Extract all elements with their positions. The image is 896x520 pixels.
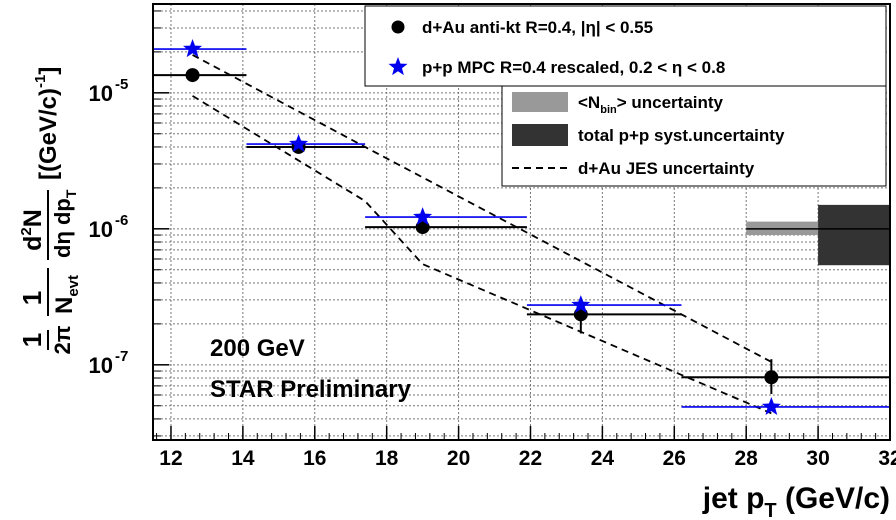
legend-label-jes: d+Au JES uncertainty bbox=[578, 159, 755, 178]
y-axis-title: 1 2π 1 Nevt d2N dη dpT [(GeV/c)-1] bbox=[17, 67, 82, 355]
annotation-energy: 200 GeV bbox=[210, 335, 305, 362]
y-tick-label-base: 10 bbox=[89, 353, 113, 378]
y-tick-label-exponent: -6 bbox=[115, 212, 128, 229]
x-tick-label: 26 bbox=[663, 447, 686, 470]
y-title-t: T bbox=[63, 189, 79, 198]
y-title-unit: [(GeV/c)-1] bbox=[32, 67, 62, 180]
y-title-deta-dpt: dη dpT bbox=[50, 189, 79, 258]
x-tick-label: 22 bbox=[519, 447, 542, 470]
legend-pp-syst-swatch bbox=[512, 124, 568, 146]
legend-label-nbin: <Nbin> uncertainty bbox=[578, 93, 724, 116]
y-tick-label-exponent: -5 bbox=[115, 76, 128, 93]
y-tick-label: 10 bbox=[89, 353, 113, 378]
legend-nbin-swatch bbox=[512, 92, 568, 112]
x-axis-title-sub: T bbox=[764, 500, 776, 520]
legend-nbin-pre: <N bbox=[578, 93, 600, 112]
pp-point bbox=[761, 396, 781, 416]
annotation-star-preliminary: STAR Preliminary bbox=[210, 376, 412, 403]
pp-point bbox=[571, 295, 591, 314]
pp-point bbox=[183, 39, 203, 58]
x-tick-label: 14 bbox=[231, 447, 255, 470]
y-title-one-a: 1 bbox=[17, 333, 47, 347]
y-title-unit-open: [(GeV/c) bbox=[35, 88, 62, 180]
x-tick-label: 24 bbox=[591, 447, 615, 470]
x-tick-label: 18 bbox=[375, 447, 399, 470]
legend-label-pp-syst: total p+p syst.uncertainty bbox=[578, 126, 785, 145]
dau-point bbox=[573, 307, 588, 322]
legend-label-pp: p+p MPC R=0.4 rescaled, 0.2 < η < 0.8 bbox=[422, 58, 725, 77]
y-title-evt: evt bbox=[65, 275, 82, 297]
x-axis-title: jet pT (GeV/c) bbox=[702, 482, 890, 520]
legend-nbin-sub: bin bbox=[600, 104, 617, 116]
dau-point bbox=[764, 370, 779, 385]
x-tick-label: 12 bbox=[159, 447, 182, 470]
y-title-two-pi: 2π bbox=[50, 325, 75, 354]
jes-band-lower bbox=[192, 95, 772, 415]
y-title-deta: dη dp bbox=[50, 198, 75, 258]
legend-star-marker bbox=[388, 57, 408, 76]
y-title-unit-close: ] bbox=[35, 67, 62, 75]
data-marks bbox=[153, 39, 890, 416]
legend-top: d+Au anti-kt R=0.4, |η| < 0.55 p+p MPC R… bbox=[364, 5, 887, 87]
y-tick-label-base: 10 bbox=[89, 217, 113, 242]
uncertainty-box bbox=[818, 204, 890, 266]
x-tick-label: 30 bbox=[806, 447, 829, 470]
y-title-one-b: 1 bbox=[17, 291, 47, 305]
y-title-dn: N bbox=[19, 209, 47, 227]
plot-frame bbox=[152, 3, 891, 441]
legend-top-box bbox=[364, 5, 887, 87]
y-title-n: N bbox=[51, 297, 78, 314]
y-title-d2n: d2N bbox=[18, 209, 47, 251]
legend-bottom: <Nbin> uncertainty total p+p syst.uncert… bbox=[501, 85, 887, 187]
y-axis-ticks: 10-510-610-7 bbox=[89, 10, 169, 437]
legend-circle-marker bbox=[391, 20, 405, 34]
x-tick-label: 16 bbox=[303, 447, 326, 470]
y-tick-label: 10 bbox=[89, 217, 113, 242]
x-tick-label: 28 bbox=[735, 447, 759, 470]
dau-point bbox=[185, 68, 200, 83]
uncertainty-boxes bbox=[746, 204, 890, 266]
y-title-unit-exp: -1 bbox=[32, 75, 49, 88]
legend-nbin-post: > uncertainty bbox=[617, 93, 724, 112]
y-tick-label-base: 10 bbox=[89, 81, 113, 106]
y-title-sq: 2 bbox=[18, 227, 35, 235]
x-axis-ticks: 12 14 16 18 20 22 24 26 28 30 32 bbox=[156, 426, 896, 470]
legend-label-dau: d+Au anti-kt R=0.4, |η| < 0.55 bbox=[422, 18, 653, 37]
pp-point bbox=[413, 207, 433, 226]
x-tick-label: 20 bbox=[447, 447, 470, 470]
y-tick-label: 10 bbox=[89, 81, 113, 106]
x-axis-title-unit: (GeV/c) bbox=[777, 482, 890, 515]
y-title-nevt: Nevt bbox=[51, 275, 82, 314]
y-tick-label-exponent: -7 bbox=[115, 348, 128, 365]
pp-point bbox=[289, 134, 309, 153]
x-axis-title-main: jet p bbox=[702, 482, 765, 515]
x-tick-label: 32 bbox=[878, 447, 896, 470]
y-title-d: d bbox=[19, 236, 47, 251]
